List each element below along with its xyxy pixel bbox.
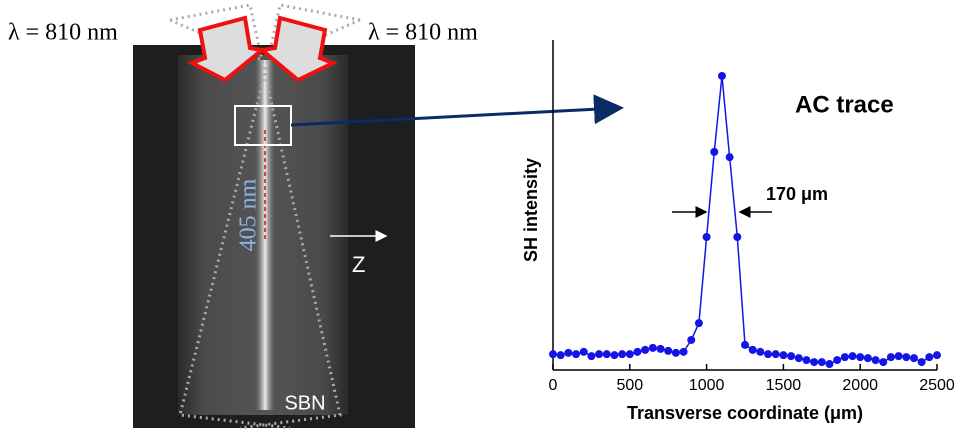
data-point [695, 319, 703, 327]
data-point [733, 233, 741, 241]
x-axis-title: Transverse coordinate (μm) [627, 403, 863, 423]
x-tick-label: 2500 [919, 377, 955, 394]
data-point [741, 341, 749, 349]
data-point [595, 350, 603, 358]
x-tick-label: 1500 [766, 377, 802, 394]
data-point [833, 356, 841, 364]
x-tick-label: 0 [549, 377, 558, 394]
x-tick-label: 500 [616, 377, 643, 394]
data-point [756, 348, 764, 356]
data-point [818, 358, 826, 366]
data-point [549, 350, 557, 358]
data-point [610, 351, 618, 359]
data-point [749, 346, 757, 354]
data-point [779, 351, 787, 359]
chart: 170 μm AC trace Transverse coordinate (μ… [521, 40, 955, 423]
data-point [557, 351, 565, 359]
data-point [649, 344, 657, 352]
data-point [841, 353, 849, 361]
data-point [618, 350, 626, 358]
x-tick-label: 2000 [842, 377, 878, 394]
data-point [910, 354, 918, 362]
data-point [802, 356, 810, 364]
data-point [726, 153, 734, 161]
data-point [933, 351, 941, 359]
data-point [810, 358, 818, 366]
data-point [687, 336, 695, 344]
data-point [925, 353, 933, 361]
data-point [879, 358, 887, 366]
data-point [572, 350, 580, 358]
data-point [864, 354, 872, 362]
data-point [580, 348, 588, 356]
data-point [764, 350, 772, 358]
trace-line [553, 76, 937, 364]
data-point [664, 347, 672, 355]
data-point [626, 350, 634, 358]
data-point [887, 353, 895, 361]
data-point [657, 345, 665, 353]
data-point [772, 350, 780, 358]
data-point [918, 358, 926, 366]
data-point [718, 72, 726, 80]
sample-label: SBN [284, 392, 325, 414]
beam-label: 405 nm [236, 178, 262, 251]
left-wavelength-label: λ = 810 nm [8, 20, 118, 46]
data-point [872, 356, 880, 364]
crystal-photo [133, 5, 618, 428]
page: λ = 810 nm λ = 810 nm 405 nm Z SBN 170 μ… [0, 0, 961, 436]
data-point [825, 360, 833, 368]
data-point [680, 348, 688, 356]
x-tick-label: 1000 [689, 377, 725, 394]
data-point [902, 353, 910, 361]
data-point [849, 352, 857, 360]
y-axis-title: SH intensity [521, 158, 541, 262]
right-wavelength-label: λ = 810 nm [368, 20, 478, 46]
data-point [641, 346, 649, 354]
data-point [710, 148, 718, 156]
width-label: 170 μm [766, 184, 828, 204]
figure: λ = 810 nm λ = 810 nm 405 nm Z SBN 170 μ… [0, 0, 961, 436]
data-point [787, 352, 795, 360]
data-point [603, 350, 611, 358]
data-point [564, 349, 572, 357]
data-point [795, 354, 803, 362]
data-point [633, 348, 641, 356]
data-point [672, 349, 680, 357]
trace-label: AC trace [795, 91, 894, 118]
data-point [895, 352, 903, 360]
data-point [856, 353, 864, 361]
data-point [587, 352, 595, 360]
data-point [703, 233, 711, 241]
axis-label: Z [352, 252, 365, 277]
